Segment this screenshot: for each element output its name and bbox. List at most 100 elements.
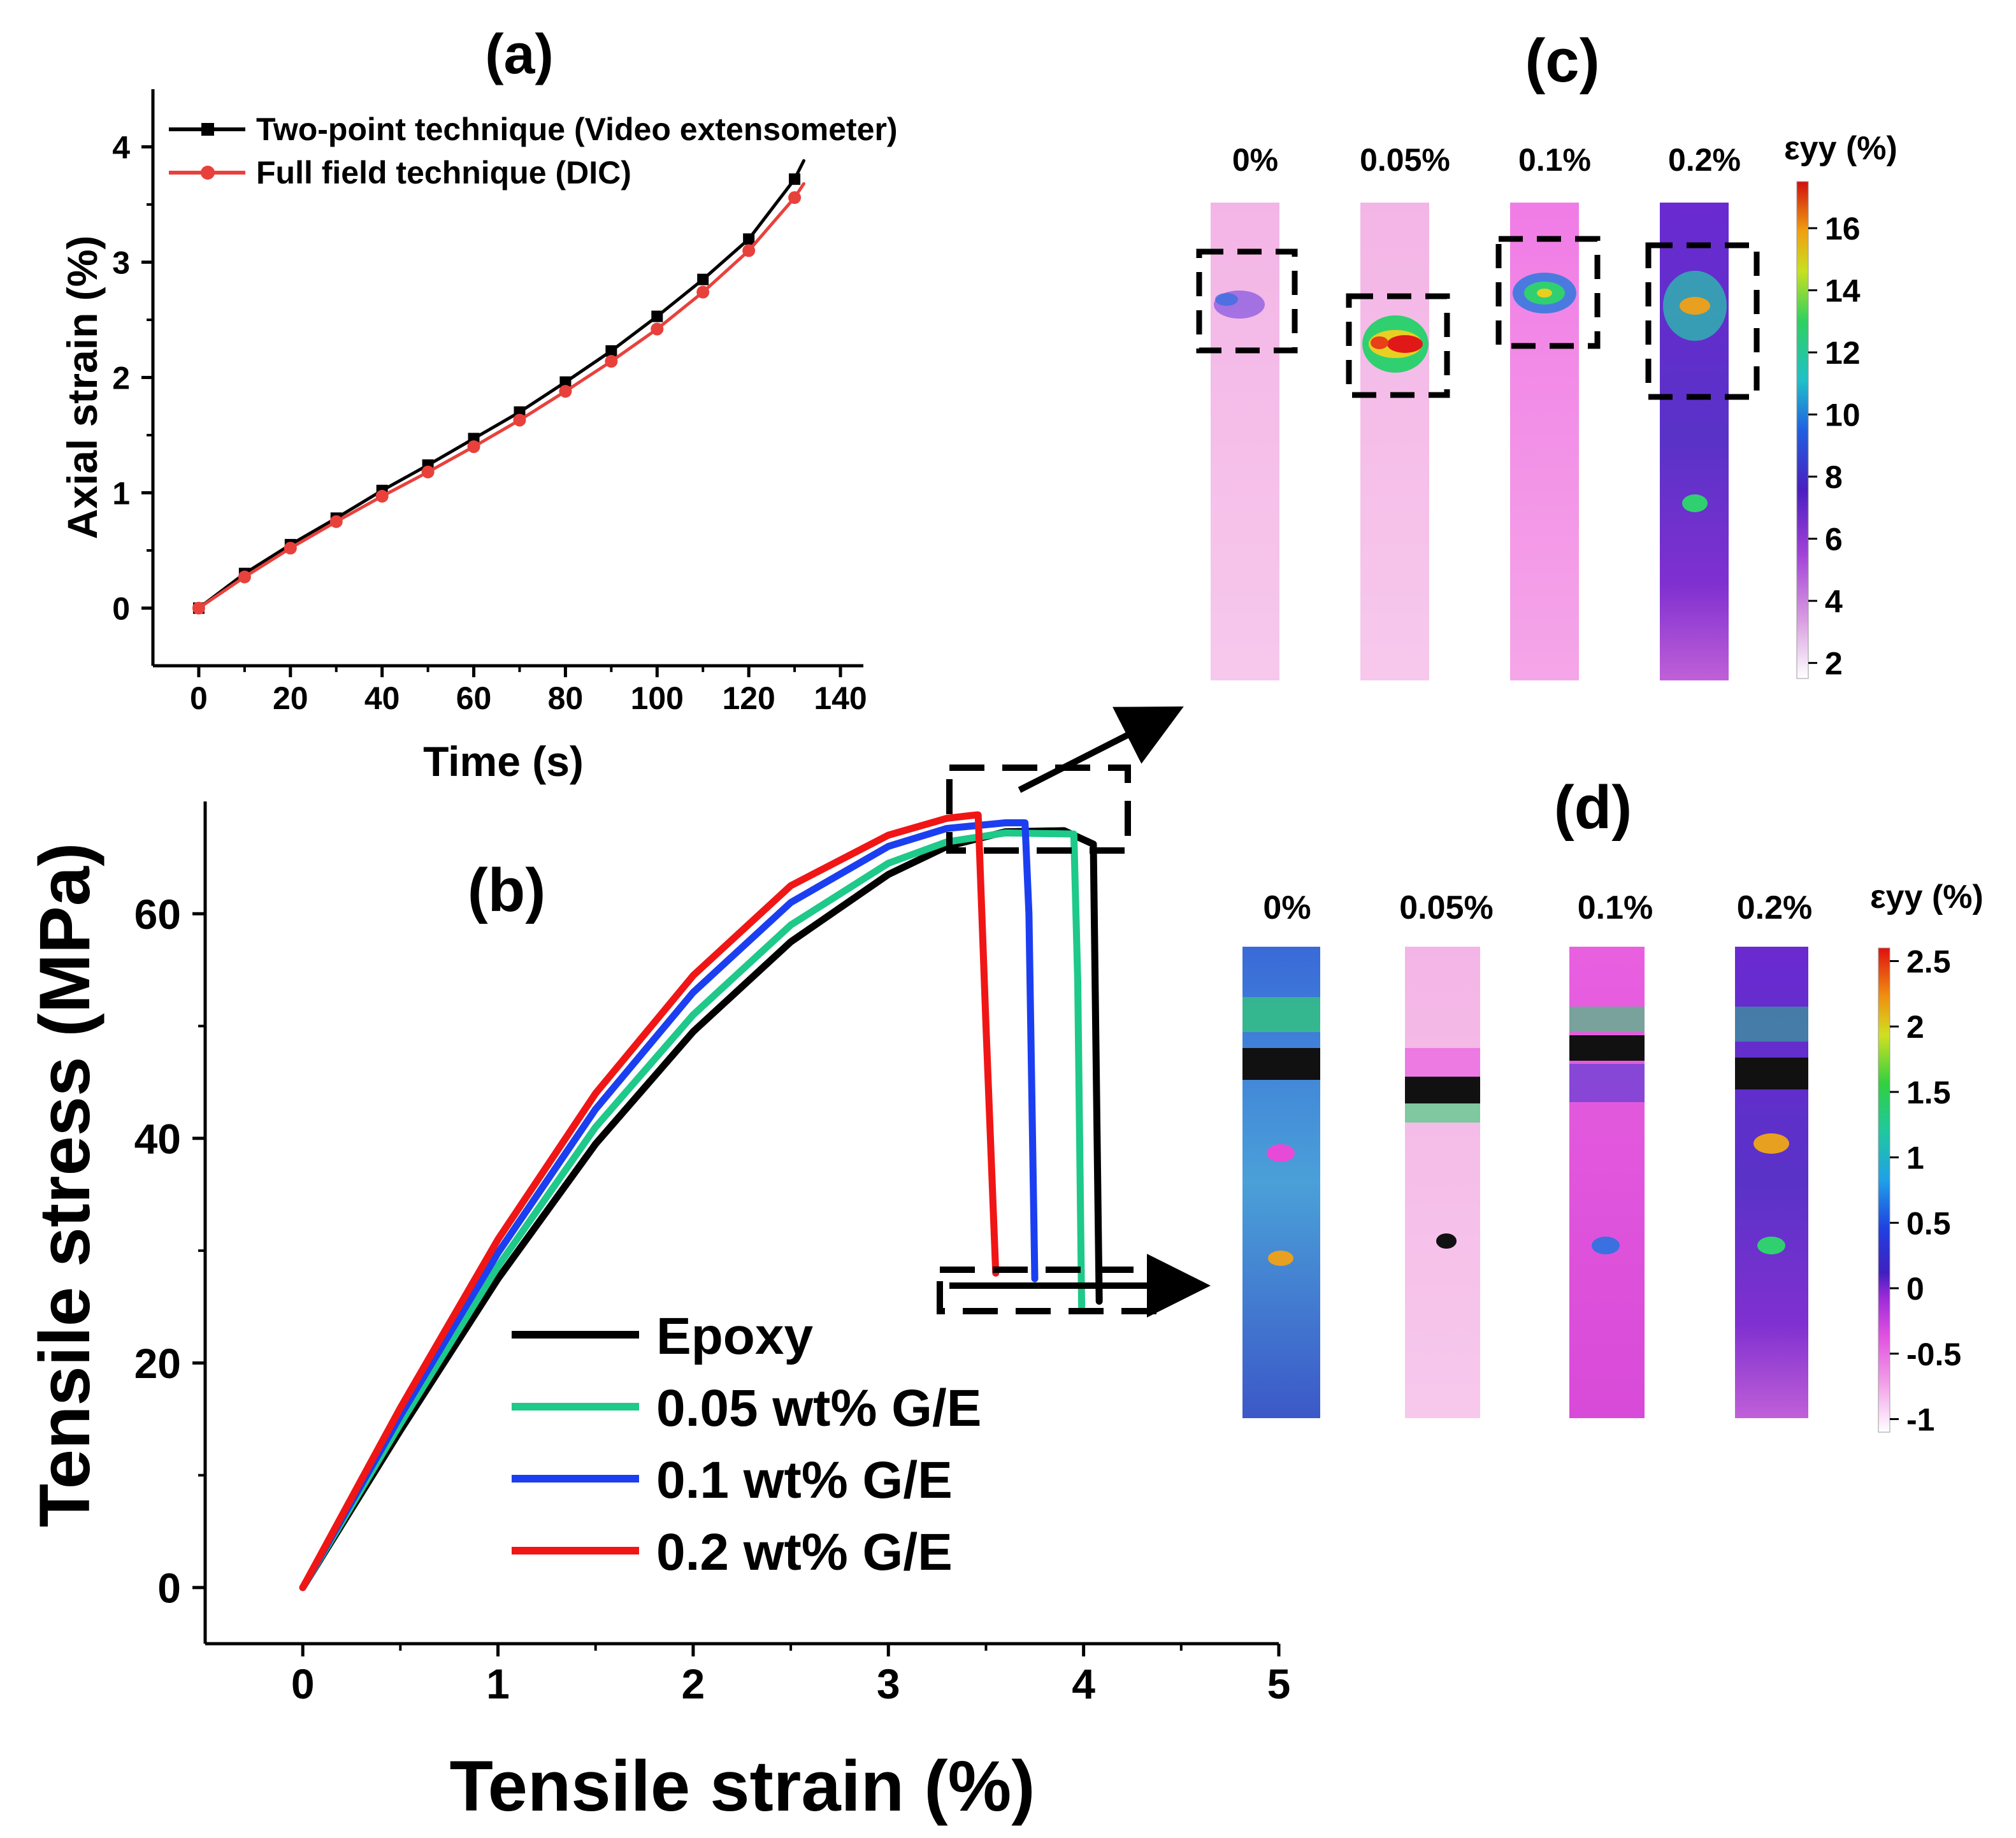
panel-b-y-ticks: 0 20 40 60 bbox=[134, 891, 205, 1612]
panel-c-dashed-box bbox=[1196, 248, 1298, 354]
colorbar-tick-label: 12 bbox=[1825, 335, 1861, 371]
y-tick-label: 20 bbox=[134, 1340, 181, 1387]
panel-d-crack bbox=[1405, 1077, 1480, 1103]
panel-c-specimen-label: 0.2% bbox=[1668, 142, 1741, 178]
x-tick-label: 140 bbox=[814, 680, 867, 716]
x-tick-label: 4 bbox=[1072, 1660, 1095, 1707]
colorbar-tick-label: 14 bbox=[1825, 273, 1861, 309]
panel-c-specimen-1: 0.05% bbox=[1346, 142, 1450, 680]
legend-label: Full field technique (DIC) bbox=[256, 155, 631, 190]
zoom-box-fracture bbox=[937, 1267, 1163, 1314]
panel-b: (b) 0 1 2 3 4 5 0 20 40 60 Tensile strain (%) Te… bbox=[25, 706, 1290, 1826]
panel-d-strain-hotspot bbox=[1569, 1007, 1645, 1032]
data-point-circle bbox=[513, 413, 526, 427]
panel-c-label: (c) bbox=[1525, 27, 1599, 95]
panel-d-specimen-0: 0% bbox=[1242, 889, 1320, 1418]
panel-d: (d) 0% 0.05% 0.1% 0.2% bbox=[1242, 773, 1984, 1437]
panel-c-dashed-box bbox=[1495, 236, 1601, 349]
panel-b-legend: Epoxy 0.05 wt% G/E 0.1 wt% G/E 0.2 wt% G/E bbox=[512, 1307, 981, 1581]
panel-d-strain-hotspot bbox=[1592, 1237, 1620, 1254]
panel-d-specimen-label: 0.2% bbox=[1737, 889, 1813, 926]
series-line-2 bbox=[299, 819, 1039, 1591]
y-tick-label: 2 bbox=[112, 361, 130, 396]
panel-d-specimen-label: 0.05% bbox=[1399, 889, 1493, 926]
arrow-to-panel-c bbox=[1018, 706, 1184, 793]
panel-d-label: (d) bbox=[1554, 773, 1632, 842]
zoom-box-peak bbox=[946, 765, 1131, 854]
x-tick-label: 120 bbox=[722, 680, 775, 716]
panel-c-specimen-label: 0% bbox=[1232, 142, 1278, 178]
panel-c-specimen-3: 0.2% bbox=[1645, 142, 1760, 680]
panel-d-colorbar-ticks: 2.5 2 1.5 1 0.5 0 -0.5 -1 bbox=[1890, 944, 1961, 1437]
panel-a-legend: Two-point technique (Video extensometer)… bbox=[169, 111, 898, 190]
panel-c-colorbar-ticks: 16 14 12 10 8 6 4 2 bbox=[1808, 211, 1861, 682]
panel-c-strain-hotspot bbox=[1537, 289, 1552, 298]
panel-d-strain-field bbox=[1405, 947, 1480, 1418]
y-tick-label: 4 bbox=[112, 130, 130, 166]
y-tick-label: 0 bbox=[157, 1565, 181, 1612]
legend-label: Two-point technique (Video extensometer) bbox=[256, 111, 898, 147]
y-tick-label: 60 bbox=[134, 891, 181, 938]
panel-b-label: (b) bbox=[468, 856, 546, 924]
panel-d-strain-hotspot bbox=[1242, 997, 1320, 1032]
panel-d-crack bbox=[1569, 1035, 1645, 1061]
colorbar-tick-label: 2 bbox=[1825, 646, 1843, 682]
colorbar-tick-label: -0.5 bbox=[1906, 1337, 1961, 1372]
panel-d-crack bbox=[1735, 1058, 1808, 1089]
panel-d-specimen-3: 0.2% bbox=[1735, 889, 1812, 1418]
data-point-square bbox=[651, 310, 663, 322]
colorbar-tick-label: 2.5 bbox=[1906, 944, 1951, 980]
panel-c-colorbar-label: εyy (%) bbox=[1784, 130, 1897, 167]
panel-c-strain-hotspot bbox=[1215, 293, 1238, 306]
data-point-circle bbox=[192, 601, 205, 615]
panel-c-colorbar bbox=[1796, 181, 1809, 679]
colorbar-tick-label: 10 bbox=[1825, 398, 1861, 433]
colorbar-tick-label: 0.5 bbox=[1906, 1205, 1951, 1241]
panel-d-strain-hotspot bbox=[1757, 1237, 1785, 1254]
x-tick-label: 20 bbox=[273, 680, 308, 716]
y-tick-label: 3 bbox=[112, 245, 130, 281]
panel-b-x-ticks: 0 1 2 3 4 5 bbox=[291, 1644, 1290, 1707]
data-point-square bbox=[559, 376, 572, 388]
panel-a-x-ticks: 0 20 40 60 80 100 120 140 bbox=[190, 666, 867, 716]
colorbar-tick-label: 16 bbox=[1825, 211, 1861, 247]
data-point-square bbox=[789, 173, 801, 185]
y-tick-label: 40 bbox=[134, 1116, 181, 1163]
x-tick-label: 40 bbox=[364, 680, 400, 716]
x-tick-label: 3 bbox=[877, 1660, 900, 1707]
panel-c-dashed-box bbox=[1645, 242, 1760, 400]
colorbar-tick-label: -1 bbox=[1906, 1402, 1934, 1437]
legend-label: 0.2 wt% G/E bbox=[656, 1523, 953, 1581]
panel-b-y-axis-label: Tensile stress (MPa) bbox=[25, 843, 104, 1528]
series-line-1 bbox=[299, 829, 1086, 1591]
legend-label: Epoxy bbox=[656, 1307, 813, 1365]
legend-label: 0.1 wt% G/E bbox=[656, 1451, 953, 1509]
colorbar-tick-label: 0 bbox=[1906, 1271, 1924, 1307]
legend-label: 0.05 wt% G/E bbox=[656, 1379, 981, 1437]
x-tick-label: 80 bbox=[548, 680, 584, 716]
series-line-3 bbox=[299, 811, 1000, 1591]
data-point-circle bbox=[421, 465, 435, 478]
colorbar-tick-label: 1 bbox=[1906, 1140, 1924, 1176]
data-point-circle bbox=[696, 285, 710, 299]
panel-d-specimen-label: 0.1% bbox=[1578, 889, 1653, 926]
panel-c-specimen-2: 0.1% bbox=[1495, 142, 1601, 680]
panel-d-defect bbox=[1436, 1233, 1457, 1249]
colorbar-tick-label: 2 bbox=[1906, 1009, 1924, 1045]
panel-c-dashed-box bbox=[1346, 293, 1450, 398]
data-point-square bbox=[605, 345, 617, 357]
panel-c-strain-hotspot bbox=[1371, 336, 1388, 349]
panel-d-colorbar-label: εyy (%) bbox=[1870, 879, 1984, 915]
x-tick-label: 60 bbox=[456, 680, 492, 716]
panel-c-strain-field bbox=[1211, 203, 1279, 680]
legend-marker bbox=[201, 166, 215, 180]
panel-d-colorbar bbox=[1878, 947, 1890, 1433]
panel-c-strain-hotspot bbox=[1682, 494, 1708, 512]
x-tick-label: 0 bbox=[190, 680, 208, 716]
panel-c-specimen-label: 0.1% bbox=[1518, 142, 1591, 178]
legend-marker bbox=[201, 123, 214, 136]
colorbar-tick-label: 4 bbox=[1825, 584, 1843, 619]
panel-d-crack bbox=[1242, 1048, 1320, 1080]
data-point-circle bbox=[651, 322, 664, 336]
panel-a-label: (a) bbox=[485, 22, 554, 85]
